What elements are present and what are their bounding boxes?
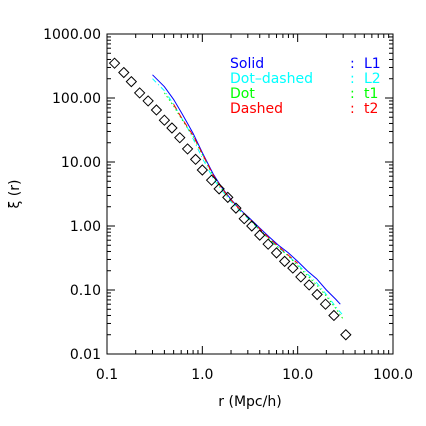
- data-point-diamond: [270, 247, 283, 259]
- legend-separator: :: [350, 71, 355, 87]
- x-tick-label: 1.0: [191, 367, 213, 383]
- data-point-diamond: [278, 255, 291, 268]
- x-axis-label: r (Mpc/h): [218, 394, 281, 410]
- data-point-diamond: [230, 202, 242, 214]
- legend-style: Dot: [230, 86, 255, 102]
- data-point-diamond: [108, 57, 121, 69]
- data-point-diamond: [328, 309, 340, 322]
- data-point-diamond: [262, 238, 274, 250]
- legend-name: L1: [364, 56, 381, 72]
- y-tick-label: 0.10: [70, 283, 101, 299]
- x-tick-label: 10.0: [282, 367, 313, 383]
- data-point-diamond: [142, 95, 154, 107]
- legend-name: t2: [364, 101, 378, 117]
- data-point-diamond: [174, 131, 186, 144]
- legend-name: t1: [364, 86, 378, 102]
- y-tick-label: 10.00: [61, 155, 101, 171]
- legend-name: L2: [364, 71, 381, 87]
- data-point-diamond: [340, 329, 352, 341]
- y-tick-labels: 0.01 0.10 1.00 10.00 100.00 1000.00: [43, 27, 101, 363]
- legend-separator: :: [350, 56, 355, 72]
- y-tick-label: 100.00: [52, 91, 101, 107]
- legend-separator: :: [350, 86, 355, 102]
- y-axis-label: ξ (r): [7, 180, 23, 209]
- data-point-diamond: [303, 279, 315, 291]
- y-tick-label: 1.00: [70, 219, 101, 235]
- data-point-diamond: [118, 66, 130, 79]
- data-point-diamond: [150, 104, 163, 116]
- x-tick-labels: 0.1 1.0 10.0 100.0: [96, 367, 413, 383]
- data-point-diamond: [205, 174, 218, 186]
- series-line-t1: [163, 92, 344, 320]
- data-point-diamond: [287, 262, 299, 274]
- data-point-diamond: [133, 87, 146, 99]
- x-tick-label: 100.0: [373, 367, 413, 383]
- plot-frame: [106, 33, 394, 355]
- data-point-diamond: [254, 229, 266, 241]
- legend-style: Dashed: [230, 101, 283, 117]
- y-tick-label: 1000.00: [43, 27, 101, 43]
- data-point-diamond: [295, 271, 307, 283]
- data-point-diamond: [166, 122, 178, 134]
- data-point-diamond: [213, 183, 225, 195]
- data-point-diamond: [125, 75, 138, 88]
- series-line-t2: [173, 103, 299, 264]
- legend-separator: :: [350, 101, 355, 117]
- data-point-diamond: [158, 114, 171, 126]
- legend: Solid: L1 Dot–dashed: L2 Dot: t1 Dashed: t2: [230, 56, 381, 117]
- legend-style: Solid: [230, 56, 264, 72]
- data-point-diamond: [319, 298, 332, 310]
- marker-group: [108, 57, 352, 341]
- data-point-diamond: [181, 143, 194, 155]
- legend-style: Dot–dashed: [230, 71, 313, 87]
- data-point-diamond: [238, 213, 250, 225]
- data-point-diamond: [311, 288, 323, 301]
- data-point-diamond: [196, 164, 209, 176]
- data-point-diamond: [222, 191, 234, 204]
- x-tick-label: 0.1: [96, 367, 118, 383]
- data-point-diamond: [246, 220, 258, 232]
- axis-ticks: [106, 34, 393, 355]
- data-point-diamond: [189, 153, 202, 166]
- y-tick-label: 0.01: [70, 347, 101, 363]
